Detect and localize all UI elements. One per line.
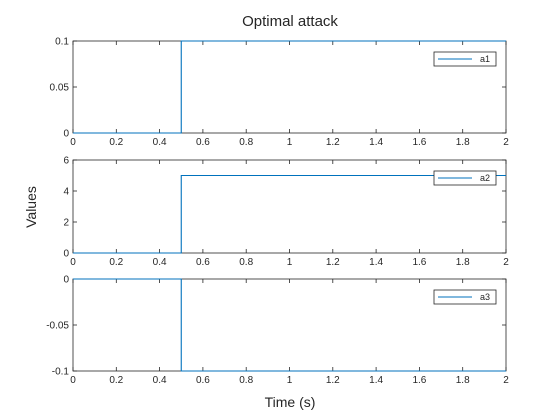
- x-tick-label: 0.2: [109, 375, 123, 386]
- x-tick-label: 1.6: [412, 137, 426, 148]
- x-axis-label: Time (s): [265, 394, 316, 410]
- y-tick-label: 0.1: [55, 37, 69, 48]
- x-tick-label: 2: [503, 257, 509, 268]
- x-tick-label: 1.2: [326, 375, 340, 386]
- x-tick-label: 1.6: [412, 257, 426, 268]
- y-tick-label: -0.05: [46, 321, 69, 332]
- x-tick-label: 2: [503, 137, 509, 148]
- x-tick-label: 1: [287, 257, 293, 268]
- x-tick-label: 0.6: [196, 257, 210, 268]
- series-line-a1: [73, 40, 506, 134]
- x-tick-label: 0: [70, 137, 76, 148]
- subplot-3: 0 0.2 0.4 0.6 0.8 1 1.2 1.4 1.6 1.8 2 -0.1 -0.05 0 a3: [46, 275, 509, 387]
- x-tick-label: 1.2: [326, 257, 340, 268]
- legend-label: a2: [480, 173, 490, 183]
- x-tick-label: 1.4: [369, 137, 383, 148]
- y-tick-label: 6: [63, 156, 69, 167]
- legend-a2: a2: [433, 170, 497, 186]
- x-tick-label: 1: [287, 375, 293, 386]
- series-line-a2: [73, 174, 506, 254]
- y-tick-label: 4: [63, 187, 69, 198]
- subplot-2: 0 0.2 0.4 0.6 0.8 1 1.2 1.4 1.6 1.8 2 0 2 4 6 a2: [63, 156, 509, 269]
- legend-label: a1: [480, 54, 490, 64]
- x-tick-label: 1.8: [456, 137, 470, 148]
- x-tick-label: 1.6: [412, 375, 426, 386]
- y-tick-label: 0: [63, 249, 69, 260]
- legend-a3: a3: [433, 289, 497, 305]
- x-tick-label: 0.8: [239, 375, 253, 386]
- x-tick-label: 1.4: [369, 257, 383, 268]
- x-tick-label: 0.2: [109, 137, 123, 148]
- x-tick-label: 1.4: [369, 375, 383, 386]
- y-tick-label: -0.1: [52, 367, 70, 378]
- x-tick-label: 0: [70, 257, 76, 268]
- series-line-a3: [73, 278, 506, 372]
- legend-label: a3: [480, 292, 490, 302]
- x-tick-label: 0: [70, 375, 76, 386]
- y-axis-label: Values: [23, 186, 39, 228]
- x-tick-label: 1.8: [456, 375, 470, 386]
- x-tick-label: 0.4: [153, 137, 167, 148]
- x-tick-label: 0.6: [196, 137, 210, 148]
- x-tick-label: 0.2: [109, 257, 123, 268]
- x-tick-label: 0.4: [153, 257, 167, 268]
- y-tick-label: 0: [63, 275, 69, 286]
- x-tick-label: 0.8: [239, 257, 253, 268]
- y-tick-label: 0.05: [50, 83, 70, 94]
- x-tick-label: 0.8: [239, 137, 253, 148]
- legend-a1: a1: [433, 51, 497, 67]
- x-tick-label: 0.6: [196, 375, 210, 386]
- y-tick-label: 2: [63, 218, 69, 229]
- y-tick-label: 0: [63, 129, 69, 140]
- chart-title: Optimal attack: [242, 13, 338, 30]
- x-tick-label: 1.2: [326, 137, 340, 148]
- x-tick-label: 2: [503, 375, 509, 386]
- subplot-1: 0 0.2 0.4 0.6 0.8 1 1.2 1.4 1.6 1.8 2 0 0.05 0.1 a1: [50, 37, 510, 149]
- x-tick-label: 1: [287, 137, 293, 148]
- x-tick-label: 0.4: [153, 375, 167, 386]
- x-tick-label: 1.8: [456, 257, 470, 268]
